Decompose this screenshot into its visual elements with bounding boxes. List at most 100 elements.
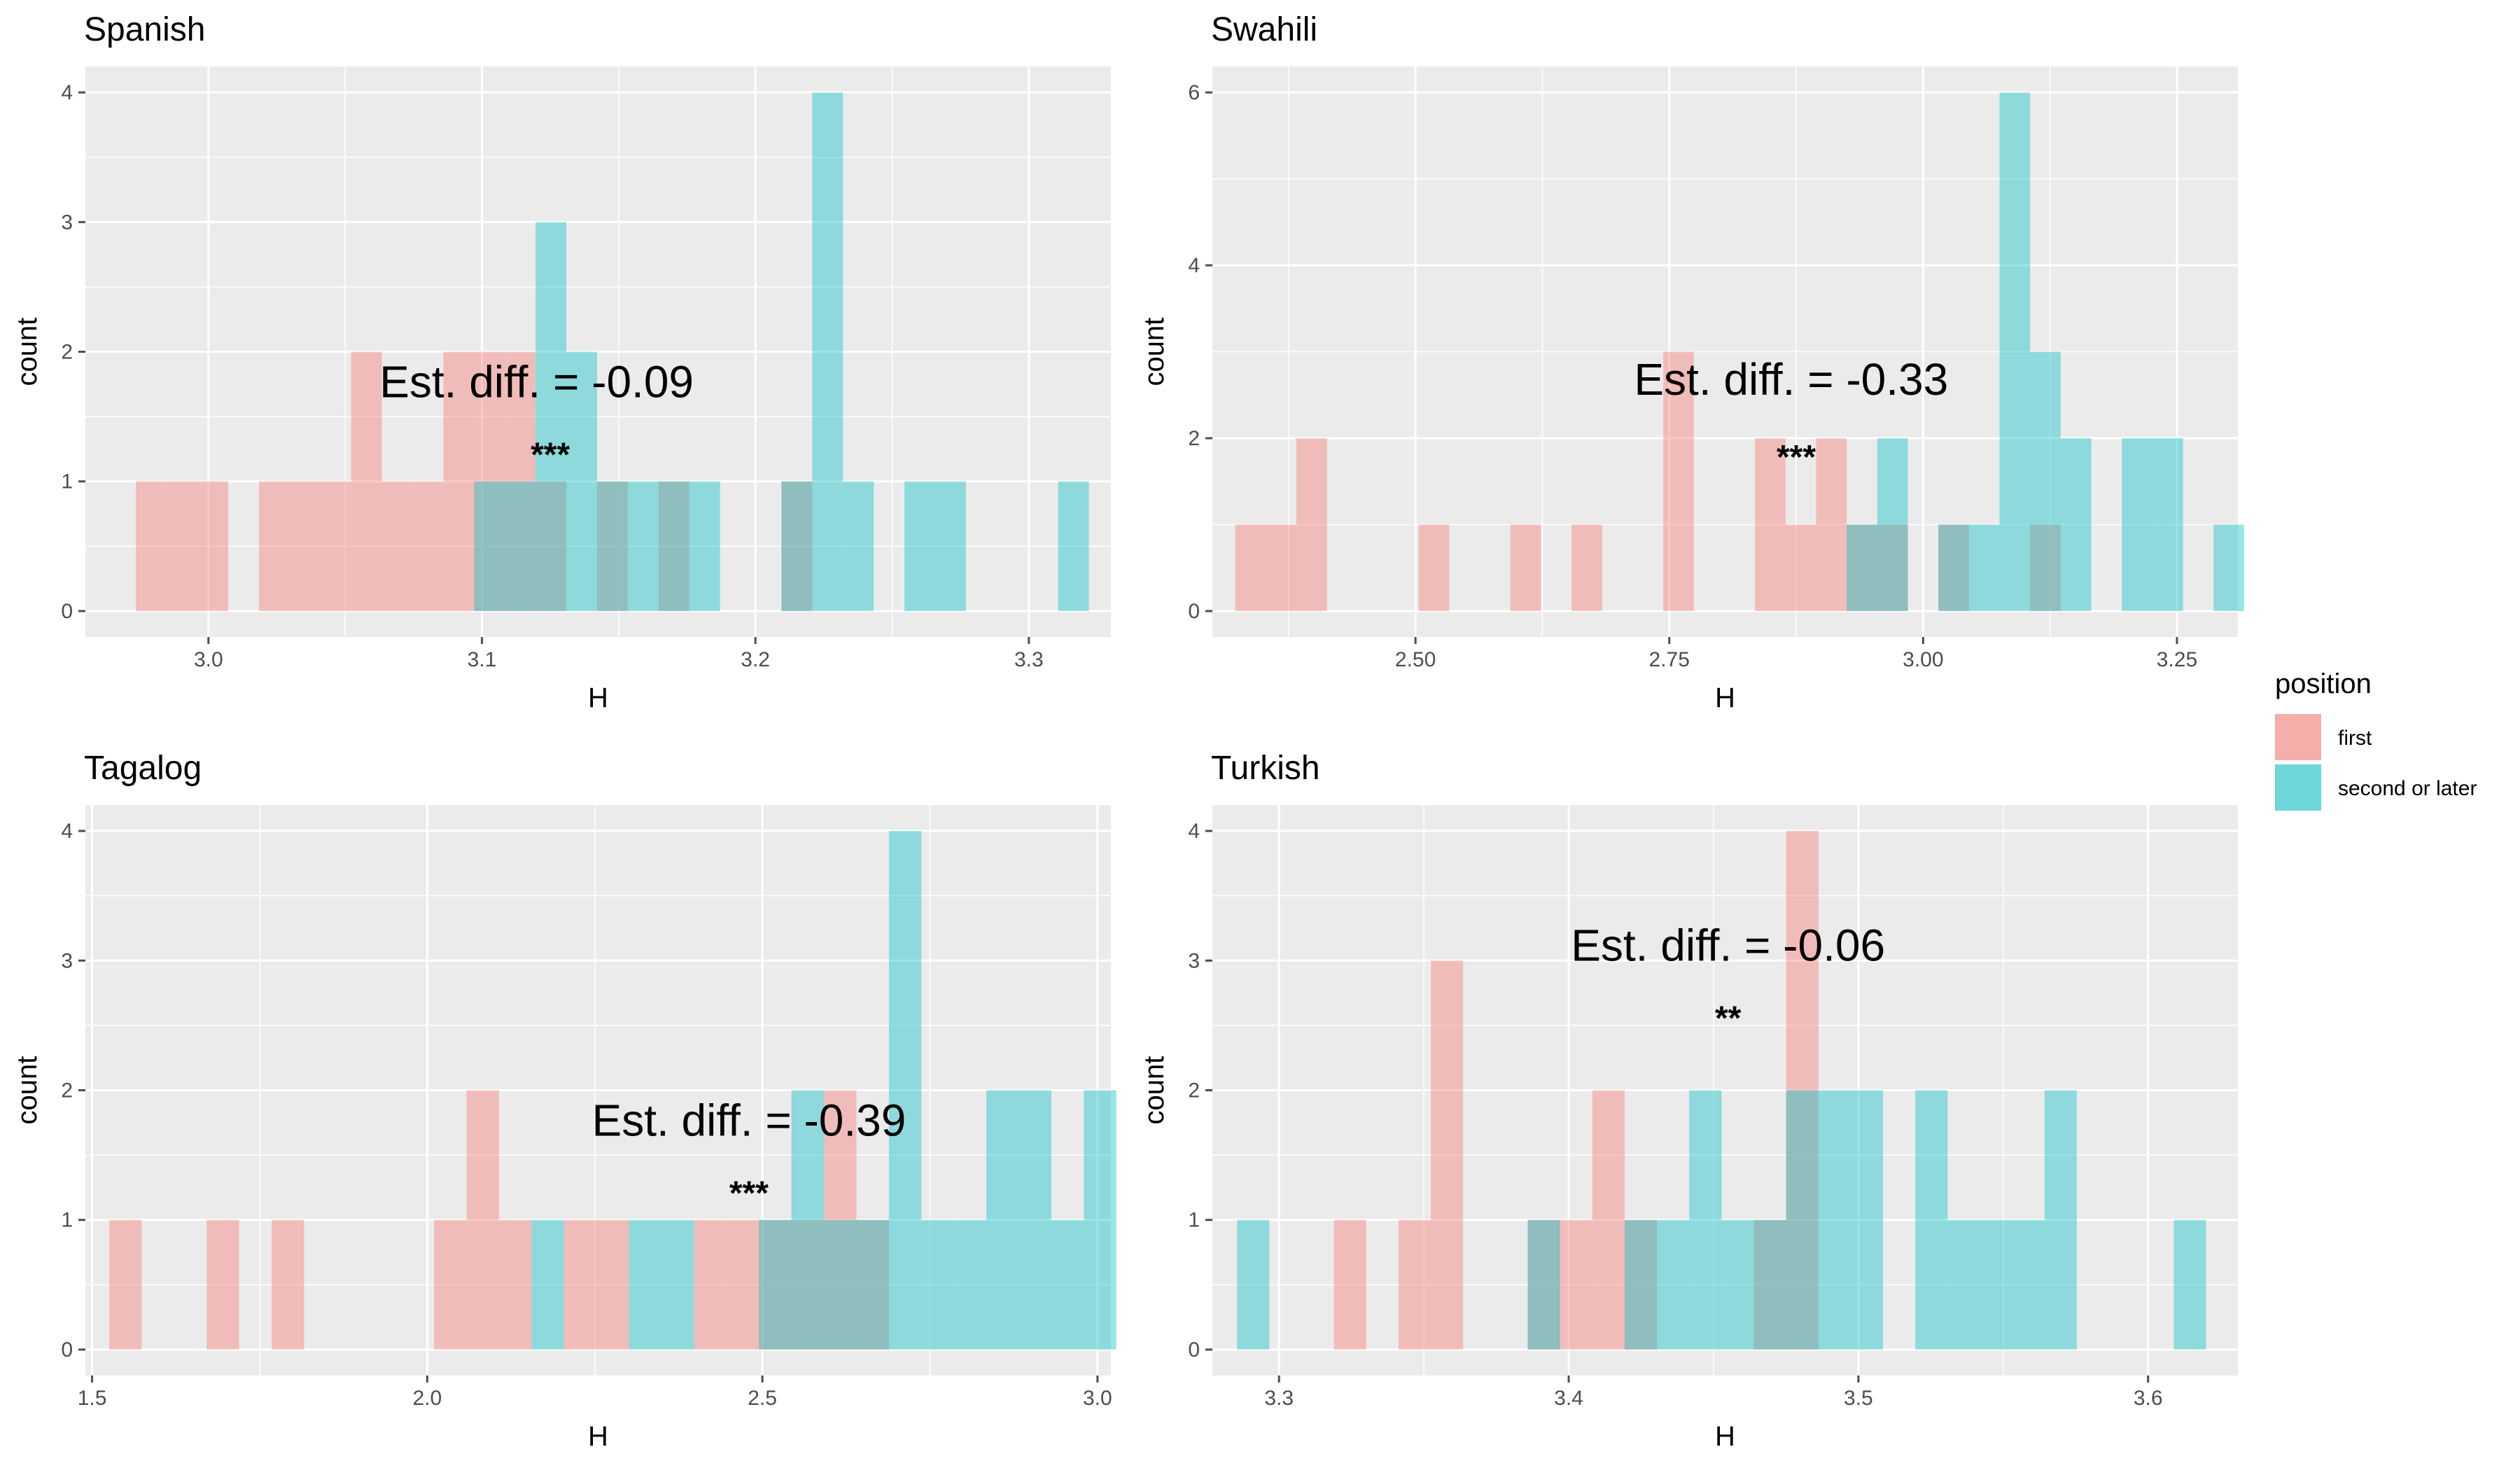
legend-label: first [2338, 727, 2372, 750]
bar-first [382, 481, 413, 611]
bar-first [1560, 1219, 1592, 1350]
bar-first [197, 481, 229, 611]
panel-title: Turkish [1211, 750, 1320, 787]
x-tick-label: 3.00 [1903, 648, 1943, 671]
panel-tagalog: Tagalog Est. diff. = -0.39 *** 1.5 2.0 2.5 3.0… [12, 750, 1116, 1452]
bar-first [505, 351, 536, 611]
x-tick-label: 3.4 [1554, 1387, 1583, 1410]
bar-first [1398, 1219, 1432, 1350]
x-tick-label: 3.3 [1264, 1387, 1294, 1410]
bar-first [167, 481, 198, 611]
panel-swahili: Swahili Est. diff. = -0.33 *** 2.50 2.75 3.00… [1139, 11, 2244, 713]
bar-first [498, 1219, 532, 1350]
bar-first [1938, 524, 1969, 611]
bar-second [1527, 1219, 1560, 1350]
bar-second [843, 481, 874, 611]
bar-second [2122, 438, 2152, 611]
y-tick-label: 2 [1188, 427, 1200, 450]
bar-first [466, 1090, 499, 1350]
bar-second [2060, 438, 2092, 611]
estimate-annotation: Est. diff. = -0.39 [592, 1095, 906, 1145]
bar-second [1847, 524, 1877, 611]
bar-first [351, 351, 382, 611]
bar-first [1754, 1219, 1786, 1350]
y-tick-label: 2 [61, 341, 73, 364]
bar-second [596, 481, 628, 611]
bar-first [564, 1219, 597, 1350]
bar-second [629, 1219, 662, 1350]
bar-second [986, 1090, 1019, 1350]
y-tick-label: 4 [61, 81, 73, 104]
y-tick-label: 2 [1188, 1079, 1200, 1102]
panel-title: Swahili [1211, 11, 1317, 48]
bar-second [1818, 1090, 1851, 1350]
bar-first [1786, 831, 1819, 1350]
y-tick-label: 4 [1188, 254, 1200, 277]
bar-second [627, 481, 659, 611]
bar-first [536, 481, 567, 611]
significance-stars: *** [729, 1175, 769, 1212]
bar-first [726, 1219, 760, 1350]
bar-first [289, 481, 321, 611]
bar-second [781, 481, 813, 611]
bar-second [1237, 1219, 1270, 1350]
x-tick-label: 3.2 [741, 648, 770, 671]
bar-first [658, 481, 690, 611]
x-tick-label: 2.0 [412, 1387, 442, 1410]
bar-first [1235, 524, 1266, 611]
bar-first [1847, 524, 1877, 611]
bar-first [1624, 1219, 1658, 1350]
bar-first [108, 1219, 142, 1350]
bar-second [1018, 1090, 1051, 1350]
y-axis-title: count [12, 1056, 43, 1125]
y-tick-label: 0 [61, 600, 73, 623]
bar-first [258, 481, 290, 611]
y-tick-label: 0 [1188, 600, 1200, 623]
bar-second [658, 481, 690, 611]
y-tick-label: 3 [1188, 949, 1200, 972]
bar-first [759, 1219, 792, 1350]
bar-second [661, 1219, 694, 1350]
bar-second [689, 481, 720, 611]
bar-first [320, 481, 351, 611]
bar-second [1877, 438, 1908, 611]
x-tick-label: 1.5 [78, 1387, 107, 1410]
bar-second [2213, 524, 2244, 611]
bar-first [1785, 524, 1816, 611]
y-axis-title: count [1139, 1056, 1170, 1125]
bar-first [596, 481, 628, 611]
y-tick-label: 2 [61, 1079, 73, 1102]
bar-second [812, 92, 844, 611]
y-tick-label: 1 [61, 1209, 73, 1232]
x-tick-label: 3.5 [1844, 1387, 1873, 1410]
bar-second [1689, 1090, 1722, 1350]
estimate-annotation: Est. diff. = -0.09 [379, 356, 694, 407]
legend: position first second or later [2275, 668, 2477, 811]
bar-second [904, 481, 935, 611]
bar-second [505, 481, 536, 611]
y-axis-title: count [1139, 318, 1170, 386]
bar-second [1058, 481, 1089, 611]
bar-second [2030, 351, 2061, 611]
bar-first [694, 1219, 727, 1350]
bar-first [206, 1219, 239, 1350]
bar-second [1624, 1219, 1658, 1350]
bar-second [2044, 1090, 2077, 1350]
bar-first [791, 1219, 825, 1350]
bar-second [474, 481, 505, 611]
x-axis-title: H [588, 682, 608, 713]
bar-second [2174, 1219, 2206, 1350]
y-tick-label: 6 [1188, 81, 1200, 104]
legend-swatch [2275, 764, 2321, 811]
bar-second [921, 1219, 954, 1350]
bar-first [412, 481, 444, 611]
bar-second [1850, 1090, 1884, 1350]
bar-second [2152, 438, 2183, 611]
bar-first [824, 1090, 857, 1350]
x-tick-label: 3.25 [2157, 648, 2197, 671]
legend-swatch [2275, 714, 2321, 760]
bar-second [824, 1219, 857, 1350]
x-axis-title: H [1715, 1421, 1735, 1452]
x-tick-label: 2.5 [748, 1387, 777, 1410]
